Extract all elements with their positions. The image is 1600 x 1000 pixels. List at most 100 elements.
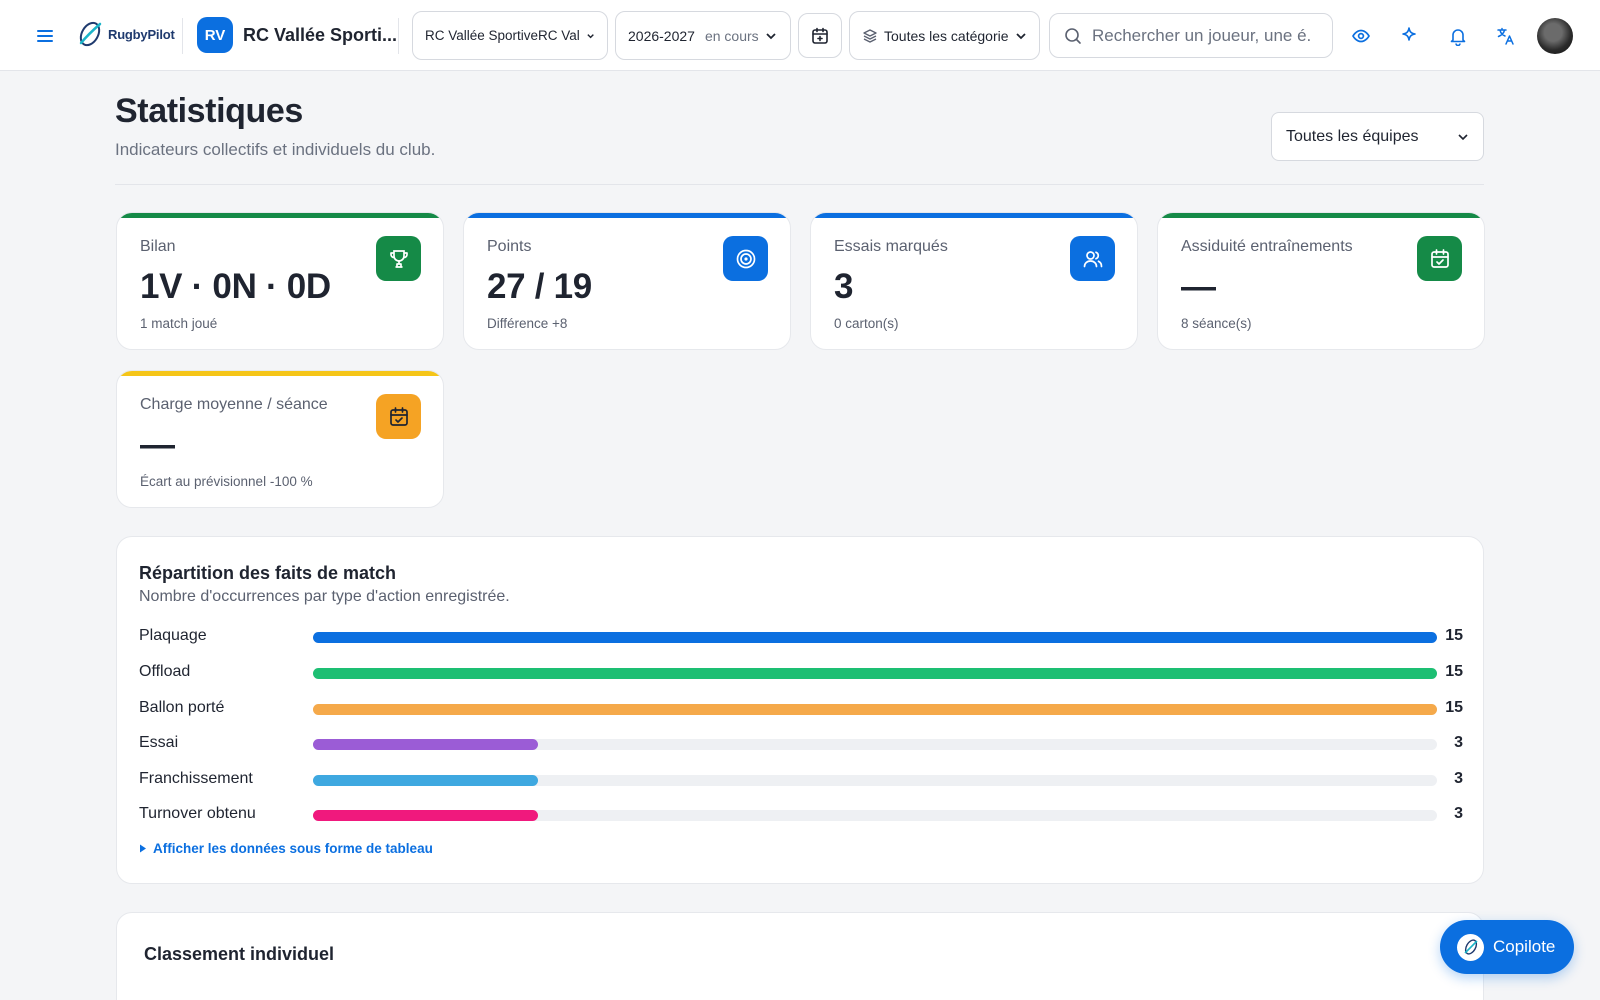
stat-card-bilan: Bilan 1V · 0N · 0D 1 match joué — [116, 212, 444, 350]
user-avatar[interactable] — [1537, 18, 1573, 54]
card-value: — — [140, 425, 175, 464]
card-icon-badge — [723, 236, 768, 281]
fact-row: Turnover obtenu 3 — [139, 803, 1463, 827]
card-note: 8 séance(s) — [1181, 316, 1252, 331]
card-label: Bilan — [140, 238, 176, 255]
card-icon-badge — [376, 394, 421, 439]
header-divider — [115, 184, 1484, 185]
search-icon — [1065, 27, 1081, 44]
ai-button[interactable] — [1394, 21, 1424, 51]
fact-row: Franchissement 3 — [139, 768, 1463, 792]
card-value: — — [1181, 267, 1216, 306]
copilot-label: Copilote — [1493, 937, 1556, 956]
search-input[interactable] — [1092, 25, 1312, 46]
club-select[interactable]: RC Vallée SportiveRC Val — [412, 11, 608, 60]
divider — [182, 18, 183, 54]
club-switcher[interactable]: RV RC Vallée Sporti... — [197, 17, 397, 53]
logo-text: RugbyPilot — [108, 26, 175, 42]
fact-label: Offload — [139, 663, 191, 680]
top-bar: RugbyPilot RV RC Vallée Sporti... RC Val… — [0, 0, 1600, 71]
stat-card-points: Points 27 / 19 Différence +8 — [463, 212, 791, 350]
trophy-icon — [389, 249, 408, 268]
page-title: Statistiques — [115, 92, 303, 130]
card-value: 3 — [834, 267, 854, 306]
divider — [398, 18, 399, 54]
card-icon-badge — [1070, 236, 1115, 281]
page-subtitle: Indicateurs collectifs et individuels du… — [115, 140, 436, 159]
show-table-label: Afficher les données sous forme de table… — [153, 841, 433, 856]
bar-track — [313, 632, 1437, 643]
show-table-toggle[interactable]: Afficher les données sous forme de table… — [139, 841, 433, 856]
bar-track — [313, 739, 1437, 750]
stat-card-essais: Essais marqués 3 0 carton(s) — [810, 212, 1138, 350]
card-note: Écart au prévisionnel -100 % — [140, 474, 313, 489]
chevron-down-icon — [1458, 133, 1468, 140]
bar-fill — [313, 810, 538, 821]
calendar-add-button[interactable] — [798, 13, 842, 58]
fact-label: Essai — [139, 734, 179, 751]
fact-row: Ballon porté 15 — [139, 697, 1463, 721]
match-facts-panel: Répartition des faits de match Nombre d'… — [116, 536, 1484, 884]
season-status: en cours — [704, 27, 759, 44]
card-note: Différence +8 — [487, 316, 568, 331]
notifications-button[interactable] — [1443, 21, 1473, 51]
translate-icon — [1497, 27, 1514, 45]
users-icon — [1083, 250, 1102, 267]
bar-fill — [313, 739, 538, 750]
card-value: 1V · 0N · 0D — [140, 267, 331, 306]
team-select-value: Toutes les équipes — [1286, 127, 1419, 145]
language-button[interactable] — [1491, 21, 1521, 51]
view-button[interactable] — [1346, 21, 1376, 51]
chevron-down-icon — [1015, 32, 1026, 39]
bar-track — [313, 775, 1437, 786]
rugby-ball-logo-icon — [79, 21, 102, 47]
category-select[interactable]: Toutes les catégorie — [849, 11, 1040, 60]
panel-title: Classement individuel — [144, 944, 335, 964]
bar-fill — [313, 632, 1437, 643]
calendar-check-icon — [389, 406, 408, 426]
fact-label: Plaquage — [139, 627, 207, 644]
fact-label: Franchissement — [139, 770, 253, 787]
card-icon-badge — [376, 236, 421, 281]
card-label: Assiduité entraînements — [1181, 238, 1353, 255]
season-select[interactable]: 2026-2027 en cours — [615, 11, 791, 60]
bar-track — [313, 810, 1437, 821]
fact-value: 15 — [1445, 627, 1463, 644]
chevron-down-icon — [766, 32, 776, 39]
menu-button[interactable] — [30, 22, 60, 50]
fact-row: Offload 15 — [139, 661, 1463, 685]
bar-fill — [313, 704, 1437, 715]
menu-icon — [37, 30, 53, 42]
rugby-ball-icon — [1463, 939, 1478, 955]
layers-icon — [863, 28, 877, 43]
eye-icon — [1352, 29, 1370, 43]
category-select-value: Toutes les catégorie — [884, 27, 1009, 44]
team-select[interactable]: Toutes les équipes — [1271, 112, 1484, 161]
sparkle-icon — [1402, 27, 1416, 41]
copilot-button[interactable]: Copilote — [1440, 920, 1574, 974]
panel-subtitle: Nombre d'occurrences par type d'action e… — [139, 588, 510, 605]
bell-icon — [1450, 29, 1466, 46]
fact-label: Turnover obtenu — [139, 805, 256, 822]
fact-value: 3 — [1454, 770, 1463, 787]
card-note: 1 match joué — [140, 316, 218, 331]
card-icon-badge — [1417, 236, 1462, 281]
club-name: RC Vallée Sporti... — [243, 24, 398, 45]
global-search[interactable] — [1049, 13, 1333, 58]
chevron-down-icon — [587, 33, 594, 38]
card-label: Charge moyenne / séance — [140, 396, 328, 413]
bar-fill — [313, 668, 1437, 679]
bar-track — [313, 668, 1437, 679]
fact-value: 3 — [1454, 805, 1463, 822]
calendar-plus-icon — [812, 27, 828, 44]
card-label: Points — [487, 238, 532, 255]
calendar-check-icon — [1430, 248, 1449, 268]
app-logo[interactable]: RugbyPilot — [76, 16, 175, 52]
fact-row: Essai 3 — [139, 732, 1463, 756]
fact-label: Ballon porté — [139, 699, 225, 716]
fact-row: Plaquage 15 — [139, 625, 1463, 649]
club-select-value: RC Vallée SportiveRC Val — [425, 28, 580, 43]
fact-value: 3 — [1454, 734, 1463, 751]
card-note: 0 carton(s) — [834, 316, 899, 331]
bar-fill — [313, 775, 538, 786]
